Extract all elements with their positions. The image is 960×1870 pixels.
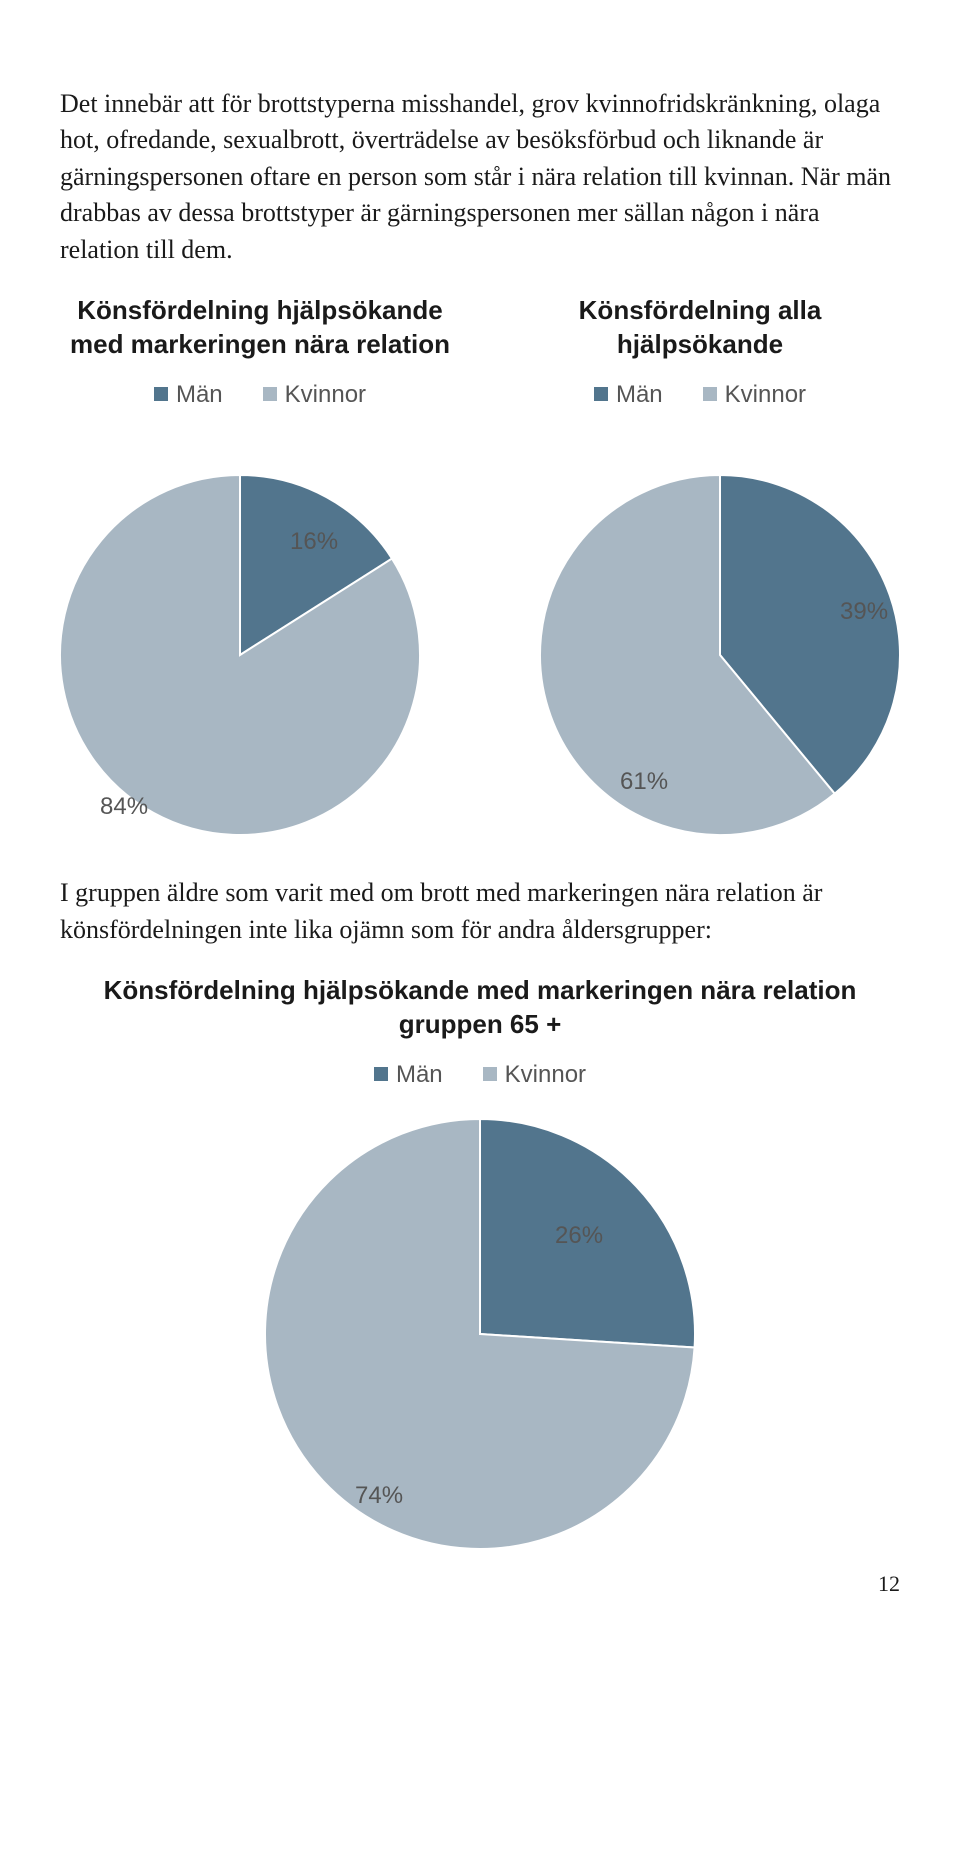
pies-row-top: 16% 84% 39% 61% bbox=[60, 475, 900, 835]
chart2-legend-women: Kvinnor bbox=[703, 378, 806, 412]
chart1-swatch-men bbox=[154, 387, 168, 401]
chart3-container: Könsfördelning hjälpsökande med markerin… bbox=[60, 974, 900, 1549]
page-number: 12 bbox=[60, 1569, 900, 1600]
chart2-legend-men: Män bbox=[594, 378, 663, 412]
pie-slice-label: 61% bbox=[620, 765, 668, 799]
chart2-pie: 39% 61% bbox=[540, 475, 900, 835]
pie-slice-label: 84% bbox=[100, 790, 148, 824]
pie-slice-label: 39% bbox=[840, 595, 888, 629]
chart3-legend-women-label: Kvinnor bbox=[505, 1058, 586, 1092]
chart1-pie: 16% 84% bbox=[60, 475, 420, 835]
chart1-swatch-women bbox=[263, 387, 277, 401]
chart1-legend-men-label: Män bbox=[176, 378, 223, 412]
chart2-swatch-women bbox=[703, 387, 717, 401]
chart2-legend-men-label: Män bbox=[616, 378, 663, 412]
chart3-legend-women: Kvinnor bbox=[483, 1058, 586, 1092]
chart3-legend-men-label: Män bbox=[396, 1058, 443, 1092]
pie-slice-label: 26% bbox=[555, 1219, 603, 1253]
chart2-column: Könsfördelning alla hjälpsökande Män Kvi… bbox=[500, 294, 900, 439]
chart1-column: Könsfördelning hjälpsökande med markerin… bbox=[60, 294, 460, 439]
two-chart-row: Könsfördelning hjälpsökande med markerin… bbox=[60, 294, 900, 439]
pie-slice-label: 16% bbox=[290, 525, 338, 559]
intro-paragraph: Det innebär att för brottstyperna missha… bbox=[60, 86, 900, 268]
chart2-legend-women-label: Kvinnor bbox=[725, 378, 806, 412]
middle-paragraph: I gruppen äldre som varit med om brott m… bbox=[60, 875, 900, 948]
chart3-pie: 26% 74% bbox=[265, 1119, 695, 1549]
chart2-legend: Män Kvinnor bbox=[594, 378, 806, 412]
chart1-title: Könsfördelning hjälpsökande med markerin… bbox=[60, 294, 460, 362]
chart1-legend: Män Kvinnor bbox=[154, 378, 366, 412]
chart2-swatch-men bbox=[594, 387, 608, 401]
chart1-legend-women-label: Kvinnor bbox=[285, 378, 366, 412]
chart3-legend-men: Män bbox=[374, 1058, 443, 1092]
chart3-swatch-women bbox=[483, 1067, 497, 1081]
chart2-title: Könsfördelning alla hjälpsökande bbox=[500, 294, 900, 362]
chart3-legend: Män Kvinnor bbox=[374, 1058, 586, 1092]
chart1-legend-women: Kvinnor bbox=[263, 378, 366, 412]
chart3-title: Könsfördelning hjälpsökande med markerin… bbox=[60, 974, 900, 1042]
chart1-legend-men: Män bbox=[154, 378, 223, 412]
pie-slice-label: 74% bbox=[355, 1479, 403, 1513]
chart3-swatch-men bbox=[374, 1067, 388, 1081]
